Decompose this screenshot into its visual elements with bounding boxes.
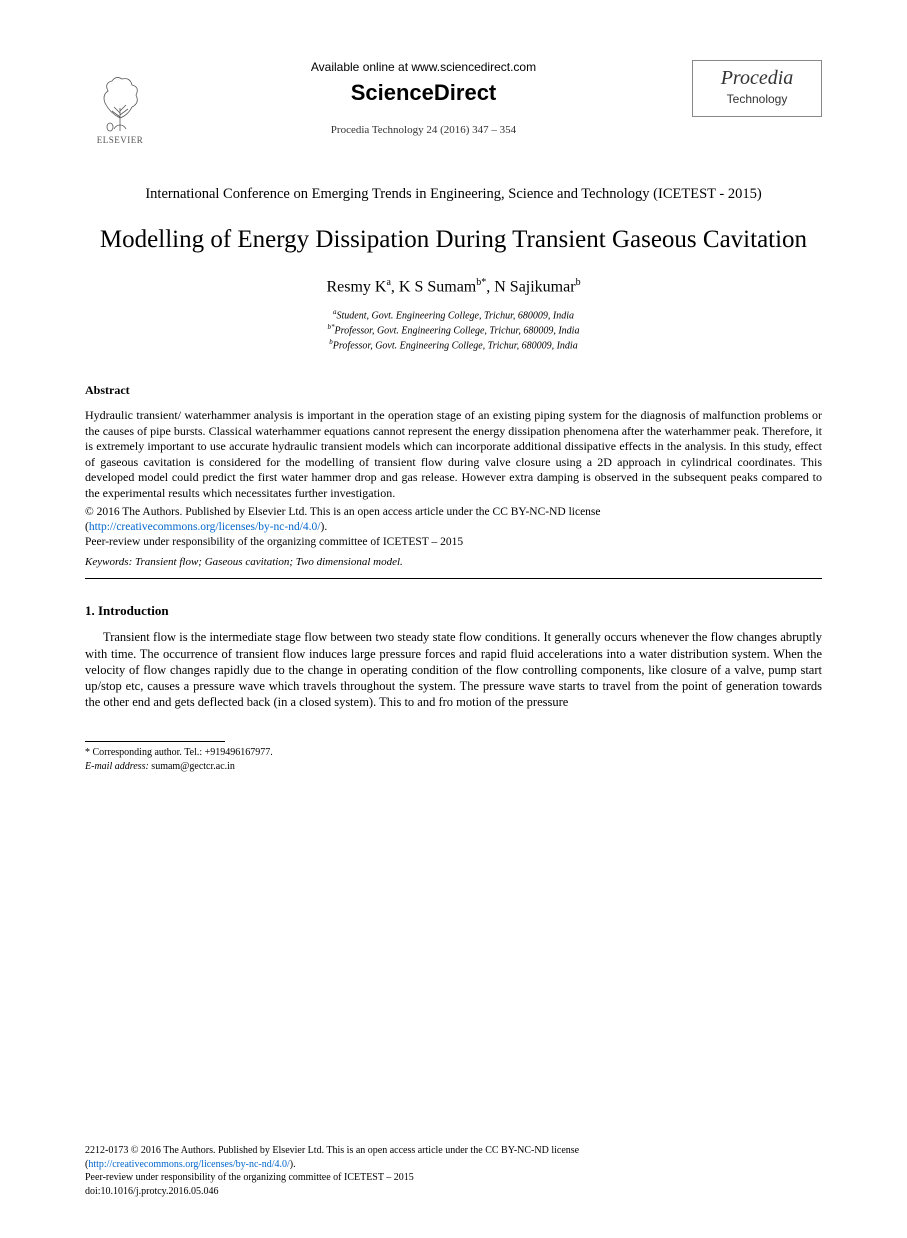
corresponding-tel: * Corresponding author. Tel.: +919496167… <box>85 746 822 760</box>
affiliation-1: aStudent, Govt. Engineering College, Tri… <box>85 308 822 323</box>
copyright-block: © 2016 The Authors. Published by Elsevie… <box>85 505 822 550</box>
header-row: ELSEVIER Available online at www.science… <box>85 60 822 145</box>
corresponding-email: E-mail address: sumam@gectcr.ac.in <box>85 760 822 774</box>
elsevier-logo: ELSEVIER <box>85 60 155 145</box>
license-link[interactable]: http://creativecommons.org/licenses/by-n… <box>89 521 321 533</box>
peer-review-line: Peer-review under responsibility of the … <box>85 536 463 548</box>
divider-line <box>85 578 822 579</box>
author-3: N Sajikumar <box>494 278 575 295</box>
authors-line: Resmy Ka, K S Sumamb*, N Sajikumarb <box>85 277 822 296</box>
affiliations-block: aStudent, Govt. Engineering College, Tri… <box>85 308 822 352</box>
procedia-subtitle: Technology <box>703 92 811 106</box>
keywords-line: Keywords: Transient flow; Gaseous cavita… <box>85 556 822 568</box>
author-3-sup: b <box>576 277 581 288</box>
footer-copyright: 2212-0173 © 2016 The Authors. Published … <box>85 1145 579 1156</box>
elsevier-tree-icon <box>90 73 150 133</box>
footer-doi: doi:10.1016/j.protcy.2016.05.046 <box>85 1186 219 1197</box>
abstract-heading: Abstract <box>85 383 822 398</box>
intro-heading: 1. Introduction <box>85 603 822 619</box>
page-footer: 2212-0173 © 2016 The Authors. Published … <box>85 1144 822 1198</box>
journal-reference: Procedia Technology 24 (2016) 347 – 354 <box>175 124 672 136</box>
affiliation-3: bProfessor, Govt. Engineering College, T… <box>85 338 822 353</box>
conference-name: International Conference on Emerging Tre… <box>85 185 822 204</box>
paper-title: Modelling of Energy Dissipation During T… <box>85 224 822 255</box>
author-1: Resmy K <box>326 278 386 295</box>
elsevier-label: ELSEVIER <box>97 135 144 145</box>
affiliation-2: b*Professor, Govt. Engineering College, … <box>85 323 822 338</box>
procedia-logo-box: Procedia Technology <box>692 60 822 117</box>
procedia-title: Procedia <box>703 67 811 90</box>
available-online-text: Available online at www.sciencedirect.co… <box>175 60 672 74</box>
center-header: Available online at www.sciencedirect.co… <box>155 60 692 136</box>
footer-license-link[interactable]: http://creativecommons.org/licenses/by-n… <box>88 1159 289 1170</box>
copyright-line1: © 2016 The Authors. Published by Elsevie… <box>85 506 601 518</box>
intro-paragraph: Transient flow is the intermediate stage… <box>85 629 822 710</box>
author-2-sup: b* <box>476 277 486 288</box>
abstract-body: Hydraulic transient/ waterhammer analysi… <box>85 408 822 502</box>
author-1-sup: a <box>386 277 390 288</box>
corresponding-separator <box>85 741 225 742</box>
corresponding-author-block: * Corresponding author. Tel.: +919496167… <box>85 741 822 774</box>
sciencedirect-logo-text: ScienceDirect <box>175 80 672 106</box>
footer-peer-review: Peer-review under responsibility of the … <box>85 1172 414 1183</box>
author-2: K S Sumam <box>399 278 476 295</box>
